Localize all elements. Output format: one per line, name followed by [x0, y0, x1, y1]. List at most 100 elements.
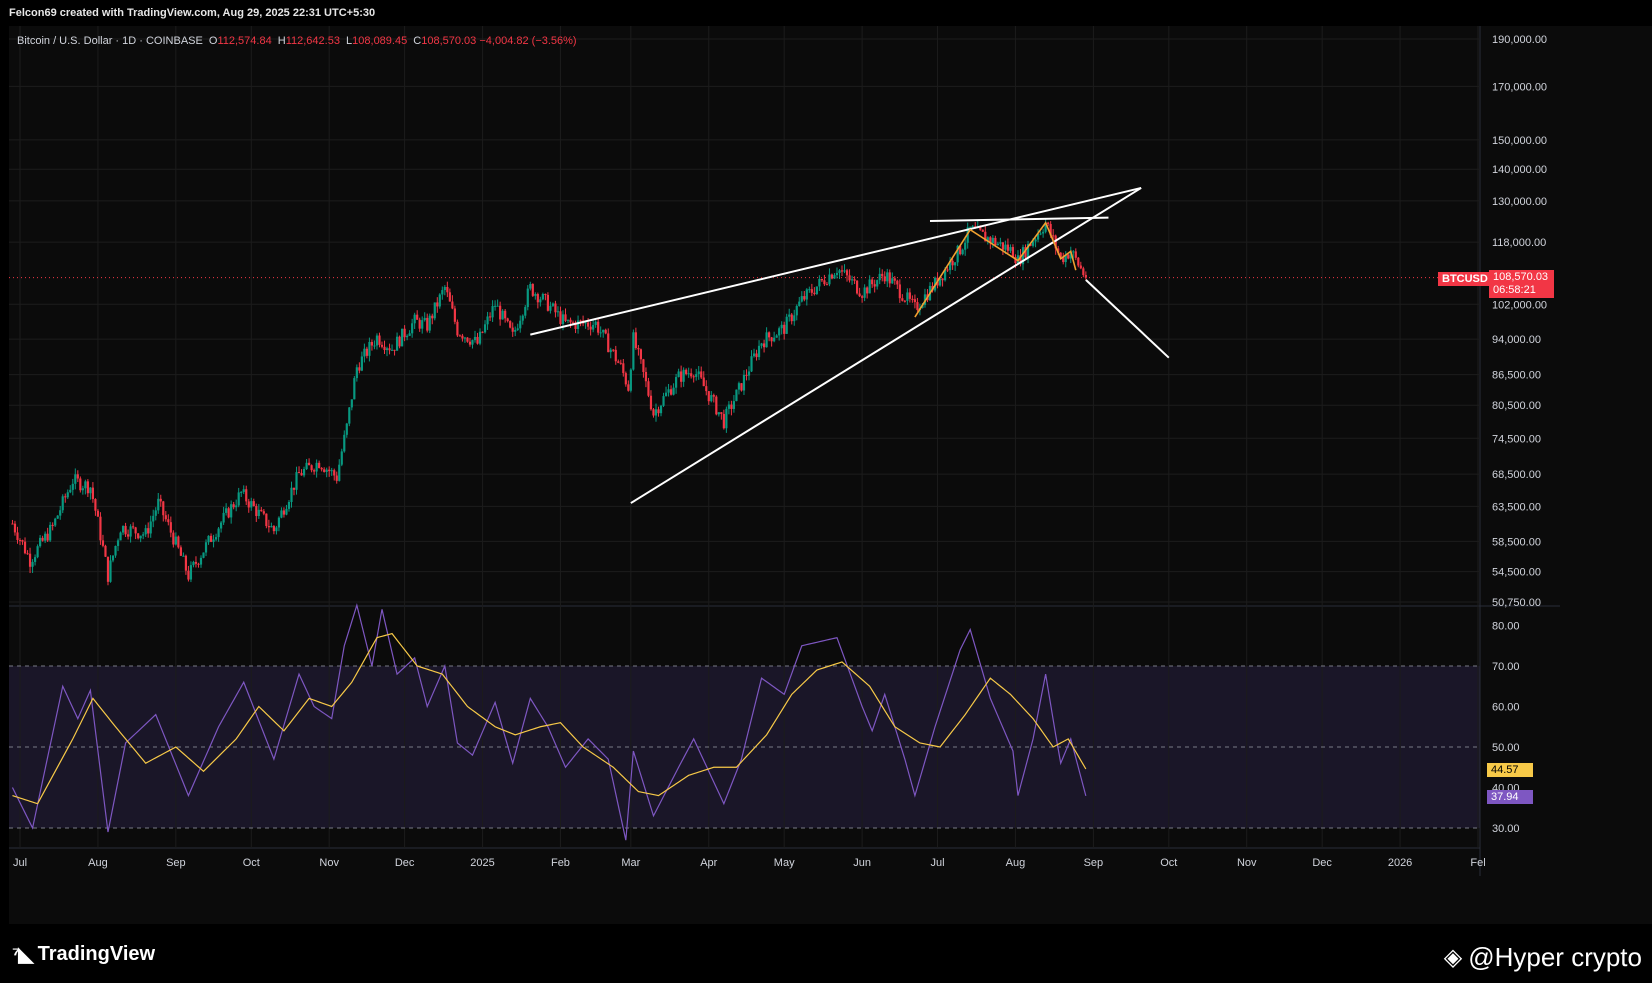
ohlc-legend: Bitcoin / U.S. Dollar · 1D · COINBASE O1…	[17, 35, 577, 47]
candle-body	[1059, 252, 1062, 258]
candle-body	[343, 434, 346, 452]
candle-body	[574, 322, 577, 329]
candle-body	[649, 395, 653, 410]
candle-body	[685, 369, 688, 374]
candle-body	[451, 301, 454, 309]
candle-body	[137, 533, 140, 539]
candle-body	[999, 242, 1002, 244]
high-label: H	[277, 35, 286, 47]
candle-body	[798, 301, 801, 306]
candle-body	[285, 508, 288, 515]
candle-body	[416, 314, 419, 320]
candle-body	[91, 487, 94, 499]
time-axis-tick: Aug	[88, 857, 108, 869]
candle-body	[79, 478, 82, 491]
candle-body	[509, 321, 512, 328]
candle-body	[192, 561, 195, 566]
candle-body	[59, 510, 62, 516]
price-axis-tick: 140,000.00	[1492, 164, 1547, 176]
time-axis-tick: Fel	[1470, 857, 1485, 869]
candle-body	[745, 374, 748, 376]
candle-body	[549, 305, 552, 311]
candle-body	[456, 321, 459, 336]
candle-body	[825, 284, 829, 286]
candle-body	[891, 278, 894, 284]
candle-body	[167, 519, 170, 523]
candle-body	[403, 328, 406, 338]
candle-body	[320, 467, 323, 470]
candle-body	[154, 510, 157, 516]
candle-body	[463, 337, 467, 339]
candle-body	[534, 294, 537, 296]
candle-body	[584, 322, 587, 324]
brand-name: TradingView	[37, 943, 156, 965]
candle-countdown: 06:58:21	[1493, 284, 1536, 296]
candle-body	[747, 371, 751, 376]
candle-body	[529, 283, 532, 289]
candle-body	[69, 489, 72, 493]
candle-body	[486, 316, 489, 325]
candle-body	[318, 462, 321, 468]
candle-body	[536, 294, 539, 303]
candle-body	[1064, 254, 1067, 263]
candle-body	[245, 489, 248, 502]
candle-body	[119, 532, 122, 541]
candle-body	[569, 319, 572, 323]
candle-body	[44, 533, 47, 541]
rsi-axis-tick: 30.00	[1492, 823, 1520, 835]
price-axis-tick: 190,000.00	[1492, 34, 1547, 46]
candle-body	[903, 300, 906, 302]
candle-body	[524, 307, 527, 316]
tradingview-logo[interactable]: ⁷◣ TradingView	[12, 942, 155, 967]
candle-body	[682, 369, 685, 382]
candle-body	[114, 545, 117, 556]
candle-body	[408, 333, 411, 336]
watermark: ◈ @Hyper crypto	[1444, 942, 1642, 973]
candle-body	[624, 373, 627, 385]
candle-body	[418, 319, 421, 329]
candle-body	[433, 302, 436, 319]
candle-body	[793, 315, 796, 322]
candle-body	[375, 335, 379, 346]
symbol-label[interactable]: Bitcoin / U.S. Dollar · 1D · COINBASE	[17, 35, 203, 47]
candle-body	[94, 498, 97, 511]
candle-body	[981, 229, 984, 232]
candle-body	[144, 528, 147, 535]
tradingview-mark-icon: ⁷◣	[12, 944, 34, 966]
candle-body	[712, 395, 715, 397]
high-value: 112,642.53	[285, 35, 340, 47]
candle-body	[142, 534, 145, 536]
candle-body	[282, 510, 286, 515]
candle-body	[511, 327, 514, 332]
candle-body	[901, 298, 904, 301]
candle-body	[785, 316, 788, 334]
candle-body	[800, 296, 803, 302]
candle-body	[778, 328, 781, 336]
candle-body	[587, 322, 590, 327]
candle-body	[111, 555, 115, 561]
candle-body	[26, 553, 29, 555]
candle-body	[722, 413, 725, 429]
candle-body	[177, 536, 180, 548]
candle-body	[959, 245, 962, 255]
candle-body	[39, 537, 42, 547]
candle-body	[461, 335, 464, 339]
candle-body	[898, 284, 901, 299]
candle-body	[642, 359, 645, 372]
time-axis-tick: Dec	[395, 857, 415, 869]
candle-body	[448, 292, 451, 302]
rsi-line	[11, 603, 1087, 841]
candle-body	[149, 521, 152, 534]
candle-body	[594, 321, 597, 325]
candle-body	[36, 546, 39, 558]
candle-body	[639, 349, 643, 360]
candle-body	[413, 314, 416, 324]
candle-body	[315, 462, 318, 472]
candle-body	[881, 273, 884, 277]
candle-body	[675, 377, 678, 388]
candle-body	[1001, 242, 1004, 250]
candle-body	[752, 353, 756, 357]
candle-body	[677, 371, 680, 378]
candle-body	[519, 320, 522, 329]
